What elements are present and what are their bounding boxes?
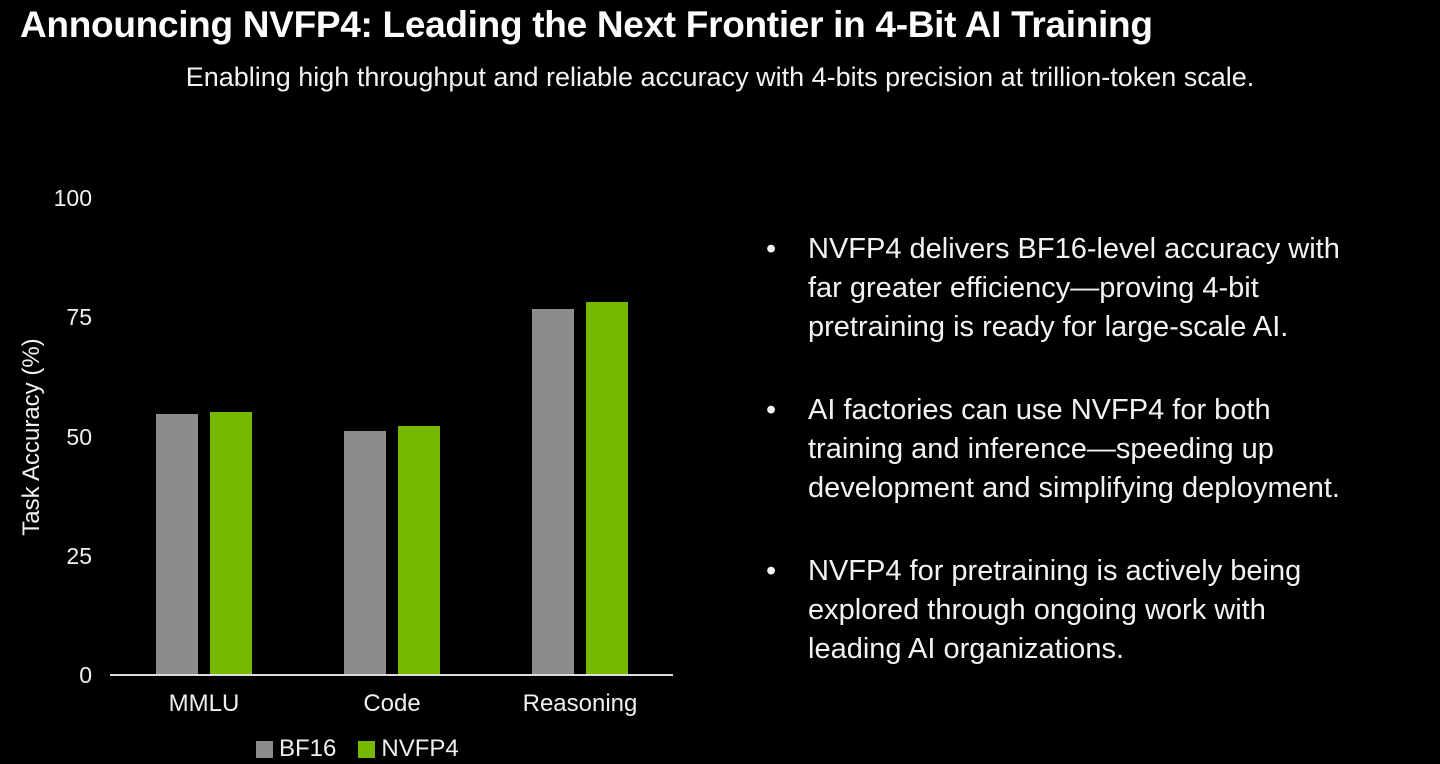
legend-item-bf16: BF16 [256,735,336,763]
y-tick-label: 50 [66,423,92,450]
bar-bf16-reasoning [532,309,574,675]
bar-bf16-code [344,431,386,675]
y-tick-label: 0 [79,662,92,688]
x-axis-line [110,674,673,676]
x-category-label: MMLU [168,690,240,717]
bullet-item: • AI factories can use NVFP4 for both tra… [762,391,1440,508]
y-tick-label: 100 [53,185,92,211]
y-tick-label: 25 [66,542,92,569]
page-subtitle: Enabling high throughput and reliable ac… [185,62,1255,92]
bullet-text: NVFP4 delivers BF16-level accuracy with … [808,233,1340,343]
bullet-marker-icon: • [766,555,777,587]
page-title: Announcing NVFP4: Leading the Next Front… [20,4,1153,45]
chart-legend: BF16 NVFP4 [256,735,459,763]
y-tick-label: 75 [66,304,92,331]
bullet-text: AI factories can use NVFP4 for both trai… [808,394,1340,504]
bullet-marker-icon: • [766,233,777,265]
x-category-label: Reasoning [522,690,638,717]
bar-nvfp4-mmlu [210,412,252,675]
bar-nvfp4-reasoning [586,302,628,675]
legend-swatch-icon [358,740,376,758]
bar-bf16-mmlu [156,414,198,675]
legend-swatch-icon [256,740,273,758]
x-category-label: Code [363,690,421,717]
bar-nvfp4-code [398,426,440,675]
legend-item-nvfp4: NVFP4 [358,735,459,763]
bullet-text: NVFP4 for pretraining is actively being … [808,555,1302,665]
legend-label: NVFP4 [381,735,459,762]
legend-label: BF16 [279,735,337,762]
bullet-list: • NVFP4 delivers BF16-level accuracy with… [762,230,1440,713]
bullet-marker-icon: • [766,394,777,426]
bullet-item: • NVFP4 for pretraining is actively being… [762,552,1440,669]
bullet-item: • NVFP4 delivers BF16-level accuracy with… [762,230,1440,347]
